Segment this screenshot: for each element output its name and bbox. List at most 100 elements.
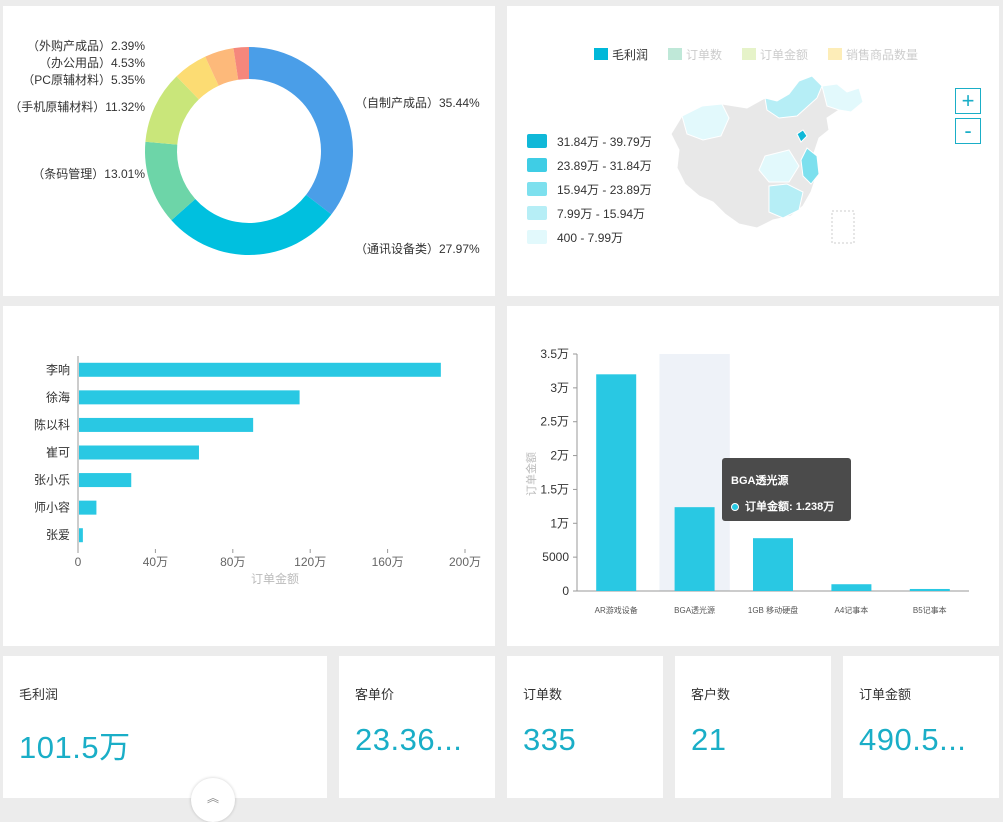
map-range-label: 15.94万 - 23.89万 (557, 183, 652, 197)
vbar-category-label: 1GB 移动硬盘 (748, 605, 798, 615)
kpi-value: 23.36... (355, 722, 463, 757)
vbar-tick-label: 3万 (550, 381, 569, 395)
map-legend-item[interactable]: 订单金额 (760, 47, 808, 62)
vbar-tick-label: 2万 (550, 449, 569, 463)
pie-slice[interactable] (233, 47, 249, 80)
pie-slice[interactable] (249, 47, 353, 215)
zoom-out-button[interactable]: - (955, 118, 981, 144)
hbar-bar[interactable] (79, 528, 83, 543)
kpi-label: 订单金额 (859, 687, 912, 702)
map-south-sea-inset (831, 210, 855, 244)
hbar-tick-label: 0 (75, 555, 82, 569)
map-legend-item[interactable]: 毛利润 (612, 48, 648, 62)
bar-tooltip: BGA透光源 订单金额: 1.238万 (722, 458, 851, 521)
map-xinjiang (681, 103, 730, 141)
vbar-bar[interactable] (831, 584, 872, 591)
map-range-swatch[interactable] (527, 230, 547, 244)
hbar-category-label: 张爱 (46, 528, 70, 542)
pie-slice-label: （PC原辅材料）5.35% (22, 73, 145, 87)
vbar-tick-label: 2.5万 (540, 415, 569, 429)
kpi-order-amount: 订单金额 490.5... (843, 656, 999, 798)
china-map[interactable] (670, 75, 864, 244)
vbar-bar[interactable] (596, 374, 637, 591)
kpi-value: 335 (523, 722, 577, 757)
pie-slice-label: （办公用品）4.53% (39, 55, 145, 70)
kpi-avg-order-value: 客单价 23.36... (339, 656, 495, 798)
hbar-xlabel: 订单金额 (251, 571, 299, 586)
hbar-bar[interactable] (79, 362, 441, 377)
hbar-tick-label: 80万 (220, 555, 245, 569)
map-legend-swatch[interactable] (742, 48, 756, 60)
kpi-value: 101.5万 (19, 730, 131, 765)
hbar-category-label: 崔可 (46, 446, 70, 460)
hbar-tick-label: 200万 (449, 555, 481, 569)
hbar-bar[interactable] (79, 473, 132, 488)
pie-slice[interactable] (171, 194, 332, 256)
hbar-bar[interactable] (79, 500, 97, 515)
kpi-order-count: 订单数 335 (507, 656, 663, 798)
tooltip-row: 订单金额: 1.238万 (731, 498, 834, 514)
china-map-panel: 毛利润 订单数 订单金额 销售商品数量 31.84万 - 39.79万 23.89万 -… (507, 6, 999, 296)
map-beijing (796, 129, 808, 143)
pie-slice[interactable] (145, 76, 199, 145)
map-central (758, 149, 800, 183)
map-range-swatch[interactable] (527, 182, 547, 196)
hbar-category-label: 师小容 (34, 500, 70, 515)
map-range-swatch[interactable] (527, 158, 547, 172)
hbar-bar[interactable] (79, 445, 199, 460)
kpi-gross-profit: 毛利润 101.5万 (3, 656, 327, 798)
map-legend-item[interactable]: 订单数 (686, 47, 722, 62)
map-legend-swatch[interactable] (594, 48, 608, 60)
vbar-category-label: B5记事本 (913, 605, 947, 615)
kpi-value: 21 (691, 722, 727, 757)
kpi-customer-count: 客户数 21 (675, 656, 831, 798)
map-range-label: 7.99万 - 15.94万 (557, 207, 645, 221)
hbar-bar[interactable] (79, 417, 254, 432)
tooltip-value: 订单金额: 1.238万 (745, 501, 835, 513)
kpi-label: 订单数 (523, 687, 563, 702)
category-pie-panel: （自制产成品）35.44% （通讯设备类）27.97% （条码管理）13.01% （手… (3, 6, 495, 296)
pie-slice[interactable] (176, 56, 219, 100)
map-range-label: 400 - 7.99万 (557, 231, 623, 245)
hbar-tick-label: 40万 (143, 555, 168, 569)
hbar-category-label: 陈以科 (34, 417, 70, 432)
product-bar-chart: 3.5万 3万 2.5万 2万 1.5万 1万 5000 0 AR游戏设备 BGA透光源 1GB … (524, 347, 969, 615)
hbar-category-label: 张小乐 (34, 473, 70, 487)
vbar-tick-label: 0 (562, 584, 569, 598)
vbar-bar[interactable] (753, 538, 793, 591)
vbar-bar[interactable] (909, 588, 950, 591)
map-legend-swatch[interactable] (668, 48, 682, 60)
map-legend-item[interactable]: 销售商品数量 (846, 47, 918, 62)
zoom-in-button[interactable]: + (955, 88, 981, 114)
scroll-top-button[interactable]: ︽ (191, 778, 235, 822)
pie-slice[interactable] (144, 141, 196, 221)
map-legend-swatch[interactable] (828, 48, 842, 60)
tooltip-title: BGA透光源 (731, 475, 789, 487)
hbar-category-label: 李响 (46, 362, 70, 377)
map-range-label: 23.89万 - 31.84万 (557, 159, 652, 173)
vbar-category-label: A4记事本 (835, 605, 869, 615)
pie-slice-label: （通讯设备类）27.97% (355, 242, 480, 256)
vbar-bar[interactable] (674, 507, 715, 591)
pie-slice[interactable] (205, 48, 239, 86)
map-chart: 毛利润 订单数 订单金额 销售商品数量 31.84万 - 39.79万 23.89万 -… (527, 47, 918, 245)
hbar-tick-label: 160万 (372, 555, 404, 569)
vbar-tick-label: 1万 (550, 516, 569, 530)
vbar-tick-label: 1.5万 (540, 482, 569, 496)
double-chevron-up-icon: ︽ (206, 791, 219, 805)
pie-slice-label: （自制产成品）35.44% (355, 96, 480, 110)
map-range-swatch[interactable] (527, 206, 547, 220)
hbar-tick-label: 120万 (294, 555, 326, 569)
map-south (768, 183, 804, 219)
vbar-category-label: BGA透光源 (674, 605, 715, 615)
tooltip-series-dot (731, 503, 739, 512)
map-east (800, 147, 820, 185)
kpi-value: 490.5... (859, 722, 967, 757)
product-bar-panel: 3.5万 3万 2.5万 2万 1.5万 1万 5000 0 AR游戏设备 BGA透光源 1GB … (507, 306, 999, 646)
hbar-category-label: 徐海 (46, 389, 70, 404)
pie-slice-label: （条码管理）13.01% (32, 166, 145, 181)
map-range-swatch[interactable] (527, 134, 547, 148)
hbar-bar[interactable] (79, 390, 300, 405)
kpi-label: 客户数 (691, 687, 731, 702)
